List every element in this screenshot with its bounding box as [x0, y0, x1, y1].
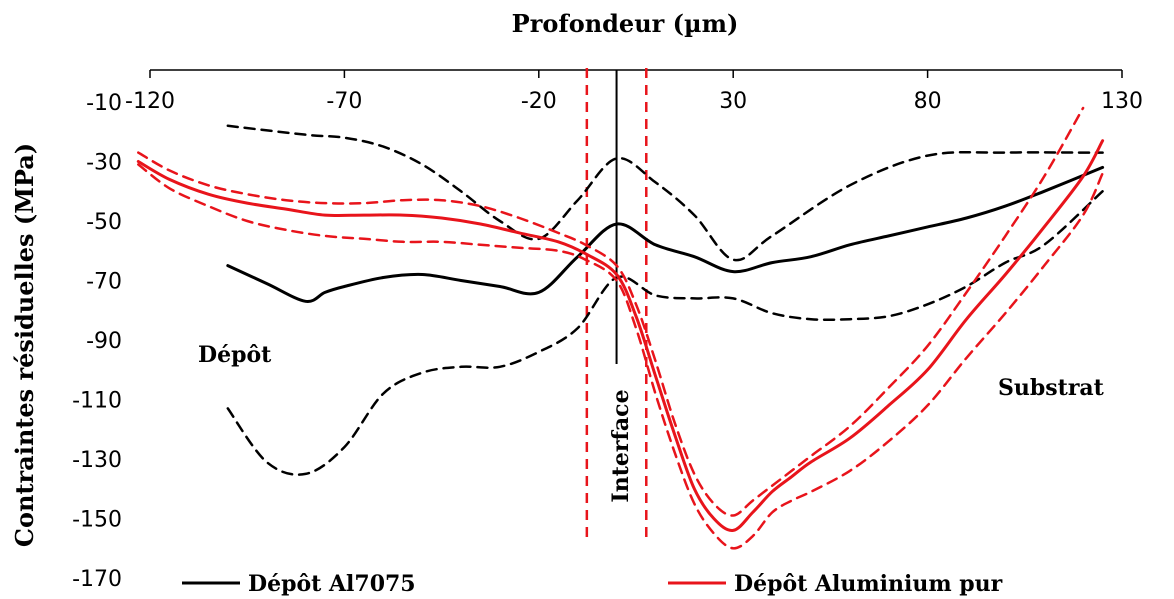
x-tick-label: -20	[521, 89, 557, 114]
x-tick-label: 30	[719, 89, 747, 114]
x-tick-label: 80	[914, 89, 942, 114]
y-tick-label: -10	[86, 91, 122, 116]
series-line-1	[226, 124, 1104, 262]
series-line-5	[137, 163, 1104, 550]
x-tick-label: -70	[326, 89, 362, 114]
y-tick-label: -30	[86, 151, 122, 176]
y-tick-label: -70	[86, 270, 122, 295]
x-tick-group: -120 -70 -20 30 80 130	[125, 70, 1143, 114]
annotation-depot: Dépôt	[198, 342, 272, 368]
annotation-interface: Interface	[608, 389, 634, 502]
annotation-substrat: Substrat	[998, 375, 1105, 401]
y-tick-label: -170	[72, 567, 122, 592]
legend-label-al7075: Dépôt Al7075	[248, 571, 416, 597]
y-tick-group: -10 -30 -50 -70 -90 -110 -130 -150 -170	[72, 91, 122, 592]
y-tick-label: -50	[86, 210, 122, 235]
interface-marker-group	[585, 68, 648, 543]
x-tick-label: -120	[125, 89, 175, 114]
legend-label-aluminium-pur: Dépôt Aluminium pur	[734, 571, 1003, 597]
y-tick-label: -150	[72, 508, 122, 533]
y-tick-label: -130	[72, 448, 122, 473]
series-line-2	[226, 190, 1104, 476]
series-line-3	[136, 139, 1105, 532]
legend: Dépôt Al7075 Dépôt Aluminium pur	[182, 571, 1003, 597]
y-tick-label: -110	[72, 389, 122, 414]
y-tick-label: -90	[86, 329, 122, 354]
series-line-0	[226, 165, 1105, 303]
series-line-4	[137, 106, 1085, 517]
x-axis-title: Profondeur (µm)	[512, 9, 739, 38]
series-group	[136, 106, 1105, 550]
y-axis-title: Contraintes résiduelles (MPa)	[10, 143, 39, 547]
x-tick-label: 130	[1101, 89, 1143, 114]
